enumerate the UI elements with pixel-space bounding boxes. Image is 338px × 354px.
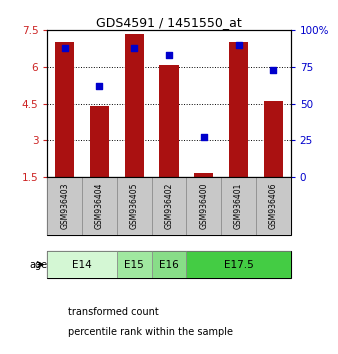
Text: E14: E14 <box>72 259 92 270</box>
Bar <box>47 177 82 235</box>
Text: E16: E16 <box>159 259 179 270</box>
Bar <box>264 101 283 177</box>
Bar <box>152 251 186 278</box>
Text: GSM936402: GSM936402 <box>165 183 173 229</box>
Bar <box>152 177 186 235</box>
Text: E15: E15 <box>124 259 144 270</box>
Text: GSM936401: GSM936401 <box>234 183 243 229</box>
Point <box>271 67 276 73</box>
Point <box>236 42 241 47</box>
Bar <box>229 42 248 177</box>
Bar <box>186 251 291 278</box>
Bar <box>221 177 256 235</box>
Bar <box>256 177 291 235</box>
Text: E17.5: E17.5 <box>224 259 254 270</box>
Point <box>62 45 67 51</box>
Point <box>97 83 102 89</box>
Title: GDS4591 / 1451550_at: GDS4591 / 1451550_at <box>96 16 242 29</box>
Point <box>166 52 172 58</box>
Bar <box>160 65 178 177</box>
Text: percentile rank within the sample: percentile rank within the sample <box>68 327 233 337</box>
Bar <box>55 42 74 177</box>
Text: age: age <box>29 259 47 270</box>
Text: GSM936405: GSM936405 <box>130 183 139 229</box>
Text: GSM936403: GSM936403 <box>60 183 69 229</box>
Bar <box>90 106 109 177</box>
Bar <box>82 177 117 235</box>
Text: GSM936400: GSM936400 <box>199 183 208 229</box>
Point <box>131 45 137 51</box>
Text: transformed count: transformed count <box>68 307 158 317</box>
Bar <box>117 177 152 235</box>
Text: GSM936404: GSM936404 <box>95 183 104 229</box>
Bar <box>186 177 221 235</box>
Text: GSM936406: GSM936406 <box>269 183 278 229</box>
Bar <box>125 34 144 177</box>
Bar <box>117 251 152 278</box>
Point <box>201 135 207 140</box>
Bar <box>47 251 117 278</box>
Bar <box>194 173 213 177</box>
